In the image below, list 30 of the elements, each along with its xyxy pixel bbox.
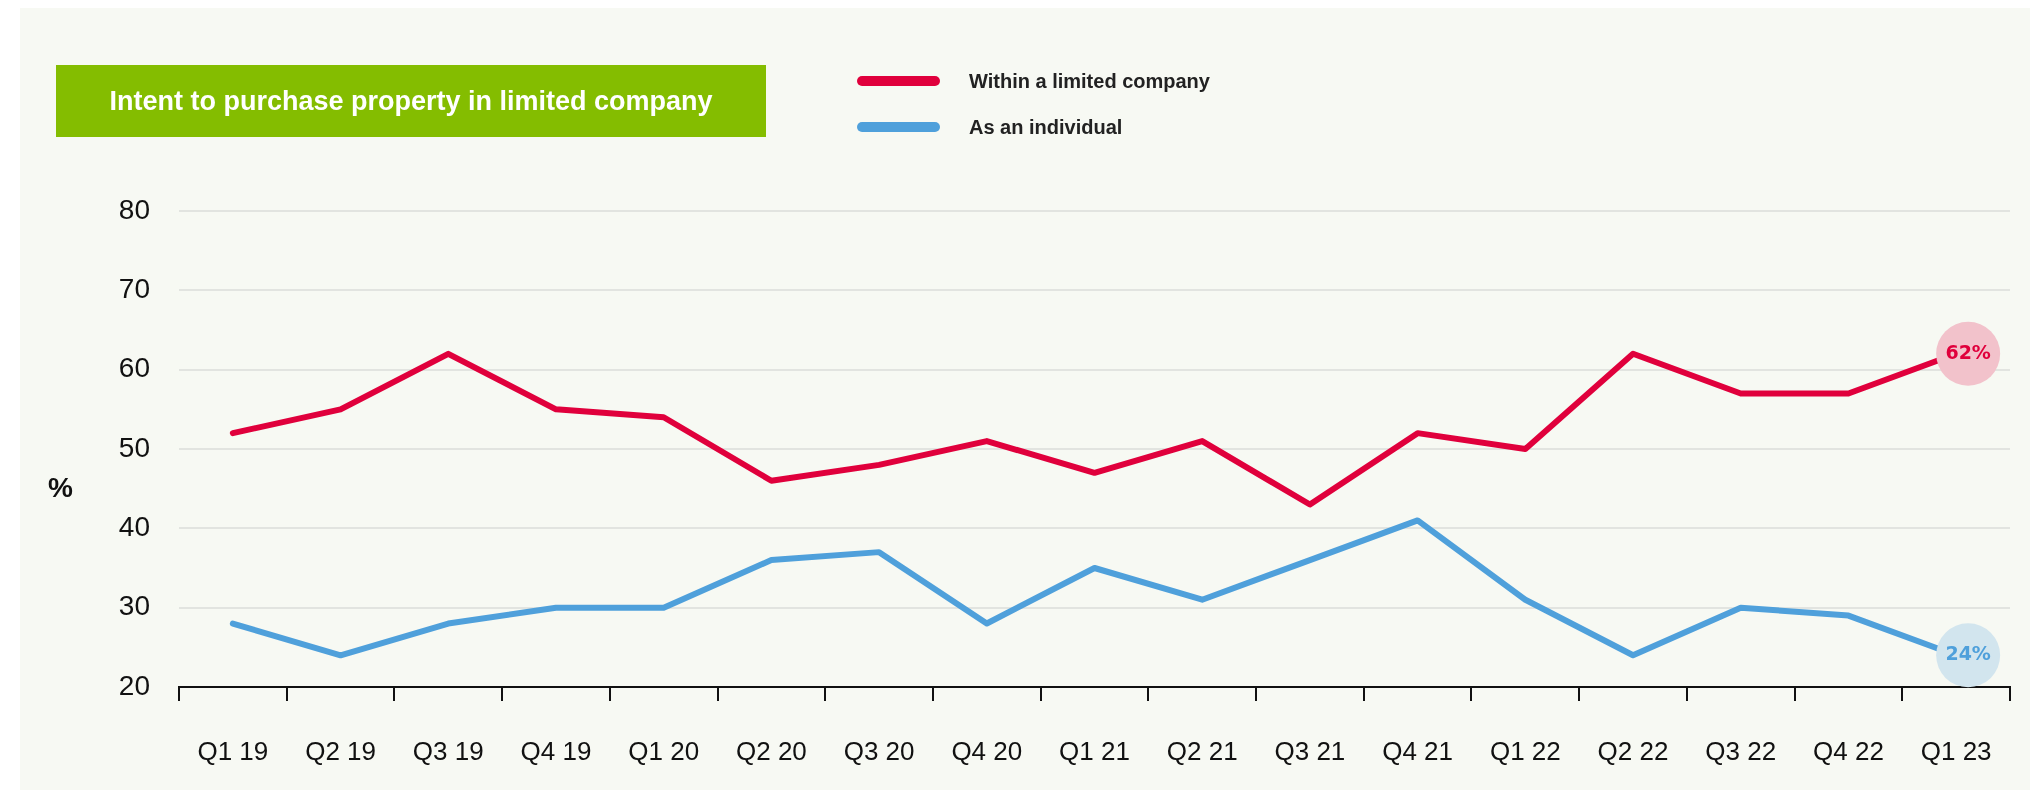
x-tick-label: Q1 23	[1920, 735, 1992, 766]
legend-label: Within a limited company	[969, 69, 1210, 93]
y-tick-label: 70	[118, 273, 150, 305]
data-label: 62%	[1945, 340, 1991, 363]
y-tick-label: 40	[118, 511, 150, 543]
x-tick-label: Q1 19	[197, 735, 269, 766]
x-tick-label: Q2 20	[735, 735, 807, 766]
x-tick-label: Q4 20	[951, 735, 1023, 766]
x-tick-label: Q1 21	[1059, 735, 1130, 766]
x-tick-label: Q3 20	[843, 735, 915, 766]
x-tick-label: Q4 19	[520, 735, 592, 766]
x-tick-label: Q3 22	[1705, 735, 1777, 766]
y-tick-label: 80	[118, 193, 150, 225]
y-tick-label: 20	[118, 669, 150, 701]
y-axis-title: %	[48, 472, 73, 504]
x-tick-label: Q4 21	[1382, 735, 1454, 766]
data-label: 24%	[1945, 642, 1991, 665]
y-tick-label: 60	[118, 352, 150, 384]
x-tick-label: Q4 22	[1813, 735, 1884, 766]
y-tick-label: 30	[118, 590, 150, 622]
x-tick-label: Q1 20	[628, 735, 700, 766]
y-tick-label: 50	[118, 431, 150, 463]
x-tick-label: Q2 22	[1597, 735, 1669, 766]
legend-label: As an individual	[969, 115, 1123, 139]
x-tick-label: Q2 19	[305, 735, 376, 766]
x-tick-label: Q3 21	[1274, 735, 1346, 766]
x-tick-label: Q1 22	[1489, 735, 1561, 766]
chart-title: Intent to purchase property in limited company	[56, 65, 766, 137]
x-tick-label: Q3 19	[412, 735, 484, 766]
x-tick-label: Q2 21	[1166, 735, 1238, 766]
